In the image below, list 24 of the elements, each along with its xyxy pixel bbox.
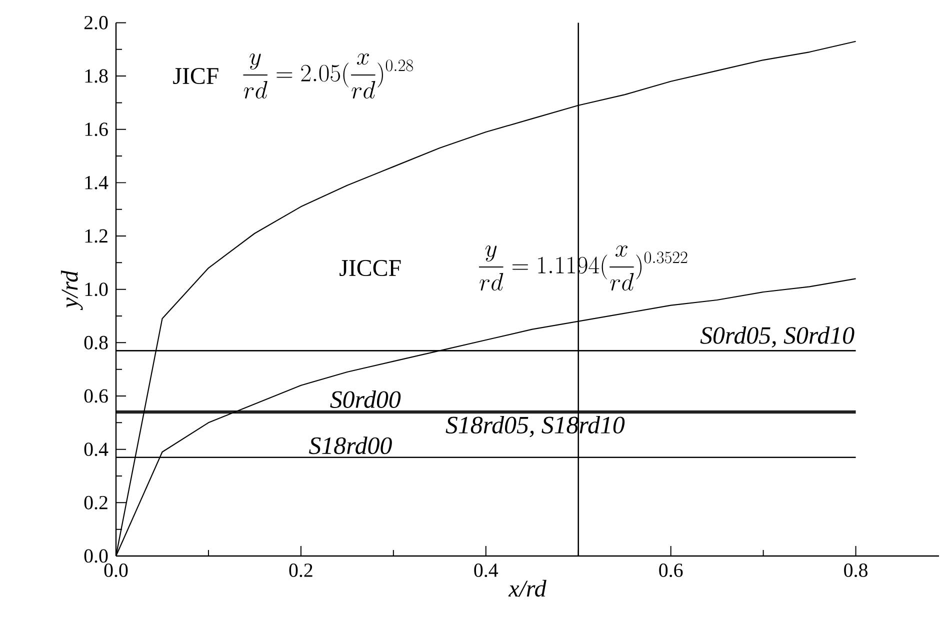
y-tick-label: 0.4 (84, 442, 108, 456)
ref-line-label: S0rd05, S0rd10 (700, 326, 854, 348)
y-tick-label: 1.6 (85, 122, 108, 136)
y-tick-label: 0.6 (84, 389, 108, 403)
y-tick-label: 1.8 (85, 69, 108, 83)
y-tick-label: 0.0 (84, 549, 108, 563)
y-axis-title: y/rd (60, 270, 83, 310)
annotation: $\frac{y}{rd} = 2.05(\frac{x}{rd})^{0.28}$ (243, 54, 414, 98)
ref-line-label: S18rd00 (309, 436, 392, 454)
x-tick-label: 0.6 (659, 564, 683, 578)
y-tick-label: 2.0 (84, 16, 108, 30)
x-tick-label: 0.2 (289, 564, 312, 578)
y-tick-label: 0.8 (84, 336, 108, 350)
x-tick-label: 0.4 (474, 564, 498, 578)
annotation: JICCF (340, 260, 401, 276)
y-tick-label: 1.0 (85, 282, 108, 296)
y-tick-label: 1.2 (85, 229, 108, 243)
y-tick-label: 0.2 (84, 496, 108, 510)
x-tick-label: 0.0 (104, 564, 128, 578)
x-tick-label: 0.8 (844, 564, 868, 578)
y-tick-label: 1.4 (85, 176, 108, 190)
annotation: JICF (173, 68, 218, 84)
ref-line-label: S0rd00 (330, 390, 401, 408)
x-axis-title: x/rd (508, 580, 546, 597)
